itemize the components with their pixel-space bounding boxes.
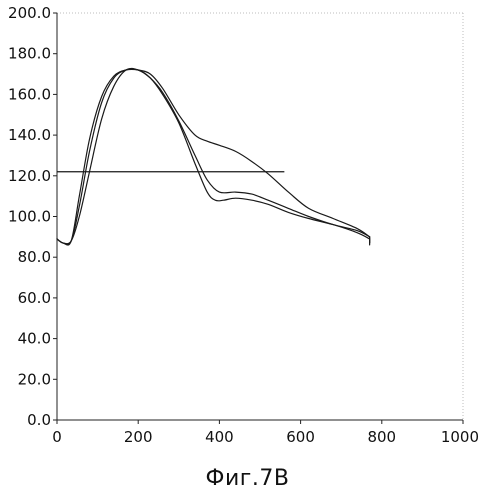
x-tick-label: 0: [52, 428, 62, 446]
x-tick-label: 800: [367, 428, 396, 446]
x-tick-label: 200: [124, 428, 153, 446]
y-axis: 0.0 20.0 40.0 60.0 80.0 100.0 120.0 140.0 160.0 1…: [8, 4, 57, 429]
y-tick-label: 120.0: [8, 167, 51, 185]
series-group: [57, 68, 370, 245]
y-tick-label: 80.0: [18, 248, 51, 266]
series-line-1: [57, 68, 370, 243]
y-tick-label: 180.0: [8, 45, 51, 63]
y-tick-label: 0.0: [27, 411, 51, 429]
y-tick-label: 100.0: [8, 208, 51, 226]
y-tick-label: 20.0: [18, 370, 51, 388]
x-tick-label: 400: [205, 428, 234, 446]
x-tick-label: 1000: [441, 428, 479, 446]
x-tick-label: 600: [286, 428, 315, 446]
y-tick-label: 140.0: [8, 126, 51, 144]
x-axis: 0 200 400 600 800 1000: [52, 420, 479, 446]
y-tick-label: 40.0: [18, 330, 51, 348]
y-tick-label: 60.0: [18, 289, 51, 307]
figure-caption: Фиг.7В: [0, 466, 495, 491]
series-line-2: [57, 69, 370, 244]
y-tick-label: 160.0: [8, 85, 51, 103]
y-tick-label: 200.0: [8, 4, 51, 22]
